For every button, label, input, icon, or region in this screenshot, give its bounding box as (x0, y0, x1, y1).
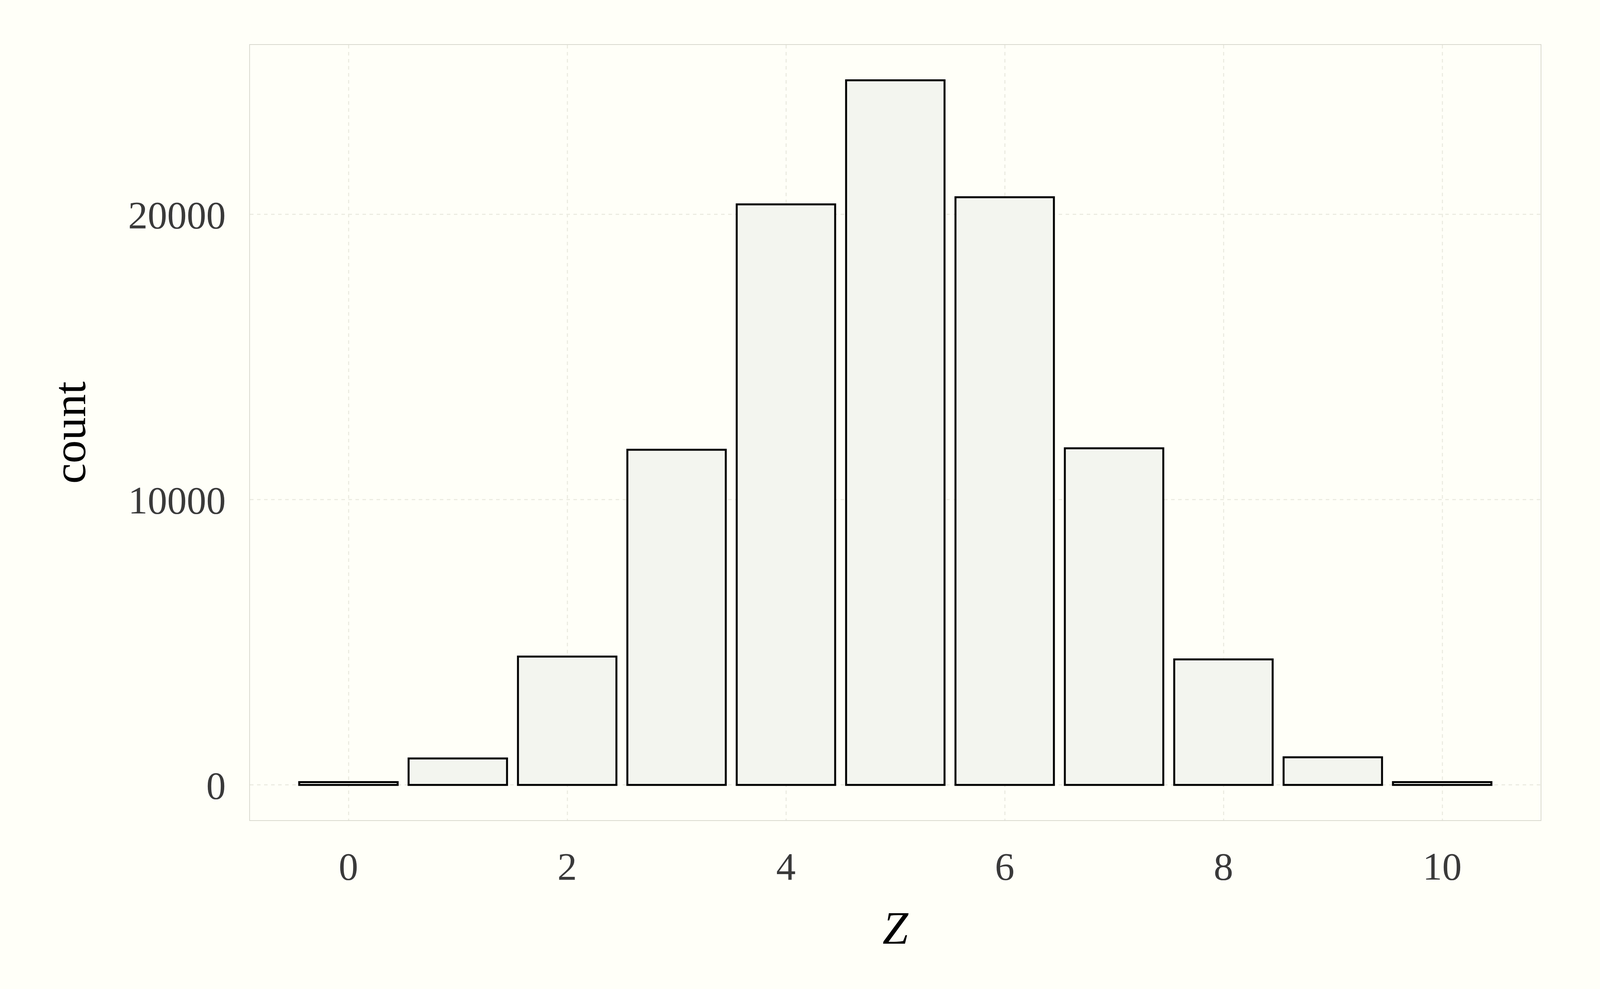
svg-text:8: 8 (1213, 844, 1234, 888)
svg-text:10: 10 (1422, 844, 1462, 888)
svg-text:0: 0 (206, 763, 226, 808)
svg-text:20000: 20000 (128, 193, 226, 237)
svg-text:0: 0 (338, 844, 359, 888)
svg-text:10000: 10000 (128, 478, 226, 522)
svg-text:4: 4 (776, 844, 796, 888)
svg-text:count: count (44, 381, 96, 484)
svg-text:Z: Z (882, 902, 909, 954)
svg-text:6: 6 (994, 844, 1015, 888)
svg-text:2: 2 (557, 844, 577, 888)
